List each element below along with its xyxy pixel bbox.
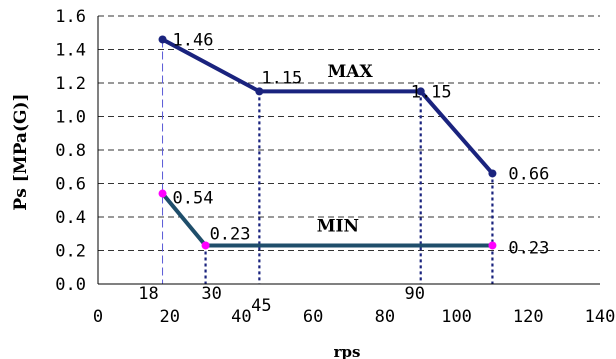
y-tick-label: 0.2	[55, 242, 86, 262]
x-tick-label: 20	[159, 307, 179, 327]
y-axis-title: Ps [MPa(G)]	[11, 93, 31, 210]
data-point	[201, 241, 210, 250]
x-tick-label: 100	[441, 307, 472, 327]
reference-x-label: 30	[201, 284, 221, 304]
y-tick-label: 0.0	[55, 275, 86, 295]
x-tick-label: 40	[231, 307, 251, 327]
y-tick-label: 1.6	[55, 7, 86, 27]
x-tick-label: 140	[585, 307, 616, 327]
reference-x-labels: 18 30 45 90	[138, 284, 425, 316]
data-point	[488, 169, 497, 178]
y-tick-label: 0.8	[55, 141, 86, 161]
x-tick-labels: 0 20 40 60 80 100 120 140	[93, 307, 615, 327]
data-labels: 1.46 1.15 1.15 0.66 0.54 0.23 0.23 MAX MIN	[173, 30, 550, 258]
data-label: 0.23	[508, 238, 549, 258]
data-point	[158, 35, 167, 44]
y-tick-label: 1.0	[55, 108, 86, 128]
series-label-max: MAX	[327, 62, 373, 82]
data-label: 1.46	[173, 30, 214, 50]
x-tick-label: 60	[303, 307, 323, 327]
series-layer	[158, 35, 497, 250]
data-point	[255, 87, 264, 96]
x-axis-title: rps	[334, 343, 361, 359]
axes	[97, 16, 600, 285]
series-line-max	[161, 37, 494, 175]
data-point	[488, 241, 497, 250]
series-label-min: MIN	[317, 216, 359, 236]
y-tick-label: 1.2	[55, 74, 86, 94]
data-point	[416, 87, 425, 96]
data-label: 0.23	[210, 224, 251, 244]
reference-x-label: 90	[404, 284, 424, 304]
x-tick-label: 80	[375, 307, 395, 327]
data-label: 0.54	[173, 189, 214, 209]
gridlines	[98, 15, 600, 251]
data-label: 1.15	[411, 82, 452, 102]
y-tick-label: 0.4	[55, 208, 86, 228]
reference-guides	[162, 39, 494, 284]
y-tick-label: 1.4	[55, 41, 86, 61]
data-point	[158, 189, 167, 198]
y-tick-labels: 0.0 0.2 0.4 0.6 0.8 1.0 1.2 1.4 1.6	[55, 7, 86, 295]
x-tick-label: 120	[513, 307, 544, 327]
data-label: 1.15	[261, 68, 302, 88]
data-label: 0.66	[508, 164, 549, 184]
y-tick-label: 0.6	[55, 175, 86, 195]
reference-x-label: 18	[138, 284, 158, 304]
reference-x-label: 45	[251, 296, 271, 316]
x-tick-label: 0	[93, 307, 103, 327]
